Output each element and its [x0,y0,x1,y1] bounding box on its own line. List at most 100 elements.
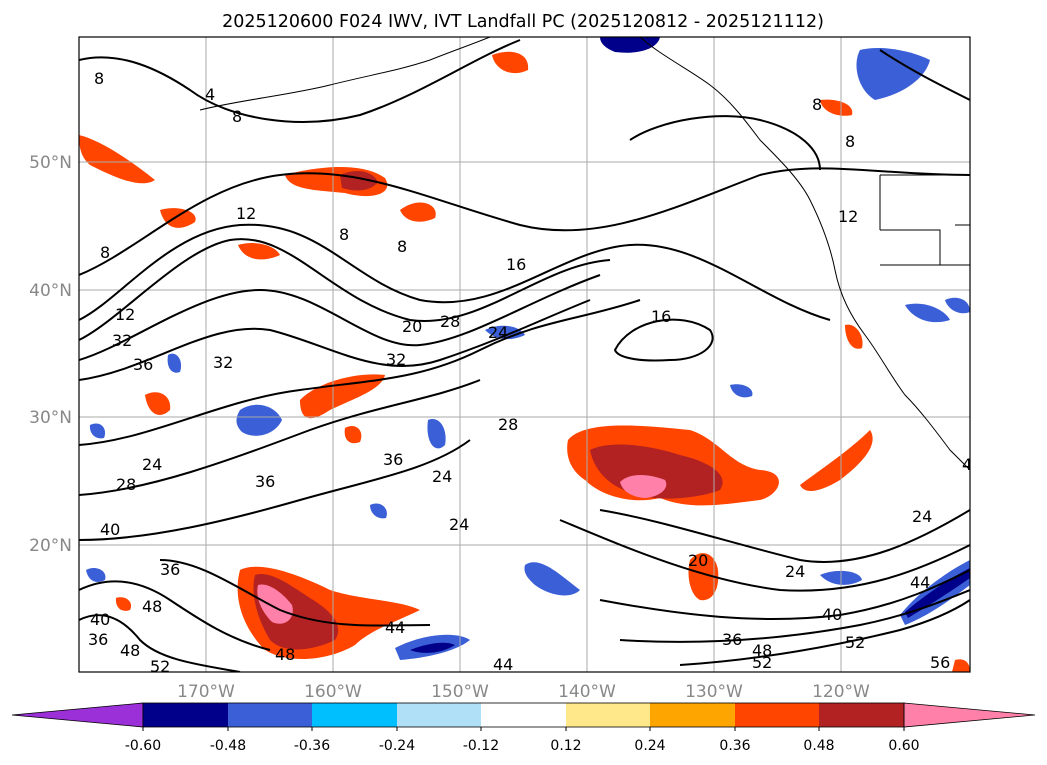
shade-patch [89,423,106,439]
shade-patch [257,584,293,624]
colorbar-frame [142,702,905,728]
colorbar-extend-min [11,702,144,728]
iwv-contour-line [79,274,601,361]
colorbar-tick-label: 0.48 [803,738,834,754]
colorbar-swatch [228,703,312,727]
colorbar-swatch [481,703,566,727]
shade-patch [492,51,529,74]
colorbar-swatch [312,703,397,727]
colorbar-swatch [397,703,481,727]
colorbar-tick-label: 0.24 [634,738,665,754]
contour-label: 36 [255,472,275,491]
contour-label: 24 [912,507,932,526]
contour-label: 36 [383,450,403,469]
shade-patch [300,374,385,419]
ivt-pc-shading [79,37,970,672]
contour-label: 36 [88,630,108,649]
colorbar-tick-label: -0.48 [210,738,246,754]
shade-patch [400,202,436,222]
lat-label: 20°N [29,536,72,556]
iwv-contour-line [79,167,970,276]
iwv-contour-line [619,589,970,643]
contour-label: 24 [488,323,508,342]
iwv-contour-line [79,439,471,541]
contour-label: 16 [651,307,671,326]
lon-label: 130°W [685,682,743,702]
shade-patch [79,135,155,184]
colorbar-tick-label: -0.60 [125,738,161,754]
colorbar-tick-label: 0.12 [550,738,581,754]
contour-label: 24 [785,562,805,581]
contour-label: 8 [845,132,855,151]
shade-patch [905,303,950,323]
shade-patch [344,425,362,444]
colorbar-swatch [143,703,228,727]
shade-patch [427,419,446,449]
iwv-contour-line [599,509,970,563]
contour-label: 36 [722,630,742,649]
lon-label: 160°W [304,682,362,702]
contour-label: 8 [94,69,104,88]
coastline-path [879,174,970,266]
contour-label: 28 [440,312,460,331]
contour-label: 40 [90,610,110,629]
lat-lon-grid [79,37,970,672]
iwv-contour-line [613,318,714,362]
contour-label: 32 [386,350,406,369]
contour-label: 12 [115,305,135,324]
contour-label: 12 [838,207,858,226]
lon-label: 140°W [558,682,616,702]
contour-label: 32 [112,331,132,350]
chart-title: 2025120600 F024 IWV, IVT Landfall PC (20… [222,12,824,32]
lat-label: 40°N [29,281,72,301]
iwv-contour-line [599,569,970,620]
contour-label: 8 [339,225,349,244]
shade-patch [145,392,171,415]
lat-label: 50°N [29,153,72,173]
longitude-labels: 170°W 160°W 150°W 140°W 130°W 120°W [177,682,870,702]
coastline-path [199,37,491,111]
colorbar-swatch [650,703,735,727]
shade-patch [820,99,853,116]
contour-label: 52 [150,657,170,676]
iwv-contour-line [79,238,611,341]
iwv-contour-line [79,39,521,123]
contour-label: 48 [752,641,772,660]
colorbar-tick-label: -0.24 [379,738,415,754]
contour-label: 48 [142,597,162,616]
coastline-path [639,37,970,471]
shade-patch [730,384,753,398]
iwv-contour-line [79,223,831,321]
contour-label: 44 [910,573,930,592]
contour-label: 20 [688,551,708,570]
lon-label: 150°W [431,682,489,702]
colorbar-tick-label: -0.12 [463,738,499,754]
contour-label: 4 [205,85,215,104]
colorbar-swatch [735,703,819,727]
iwv-contour-line [559,519,970,592]
iwv-contour-line [79,580,271,651]
iwv-contour-line [79,299,641,446]
colorbar-swatches [11,702,1036,731]
contour-label: 8 [397,237,407,256]
contour-label: 40 [822,605,842,624]
colorbar: -0.60 -0.48 -0.36 -0.24 -0.12 0.12 0.24 … [11,702,1036,754]
shade-patch [167,353,182,373]
contour-label: 16 [506,255,526,274]
shade-patch [688,553,719,601]
shade-patch [410,642,455,653]
contour-label: 36 [133,355,153,374]
contour-label: 40 [100,520,120,539]
iwv-contour-line [679,599,970,666]
lon-label: 170°W [177,682,235,702]
lon-label: 120°W [812,682,870,702]
iwv-contours [79,39,970,672]
contour-label: 48 [120,641,140,660]
colorbar-tick-label: 0.60 [888,738,919,754]
iwv-contour-line [159,559,431,627]
shade-patch [524,562,580,596]
coastline [199,37,970,471]
iwv-contour-line [629,115,821,171]
contour-label: 8 [812,95,822,114]
